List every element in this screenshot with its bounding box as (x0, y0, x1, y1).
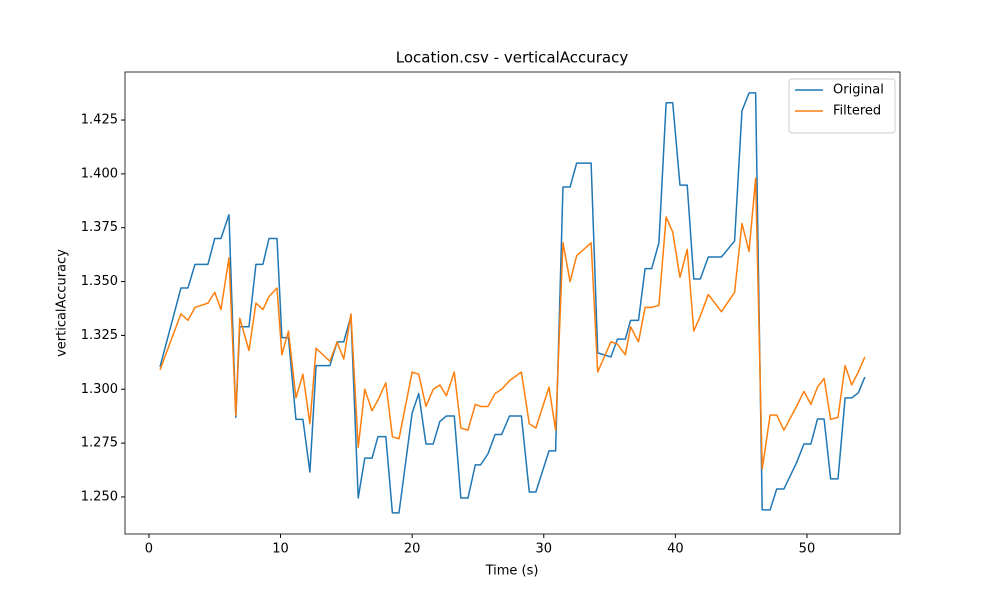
y-tick-label: 1.250 (81, 489, 118, 504)
data-line (159, 92, 866, 514)
x-tick-label: 50 (799, 542, 816, 557)
y-tick-label: 1.350 (81, 274, 118, 289)
data-line (159, 177, 866, 470)
plot-frame (124, 71, 901, 535)
legend-label: Filtered (833, 104, 881, 119)
x-tick-label: 0 (145, 542, 153, 557)
y-tick-label: 1.300 (81, 382, 118, 397)
x-tick-label: 20 (404, 542, 421, 557)
y-tick-label: 1.325 (81, 328, 118, 343)
y-tick-label: 1.425 (81, 113, 118, 128)
y-tick-label: 1.375 (81, 220, 118, 235)
x-tick-label: 30 (535, 542, 552, 557)
x-tick-label: 40 (667, 542, 684, 557)
y-tick-label: 1.400 (81, 166, 118, 181)
chart-title: Location.csv - verticalAccuracy (396, 49, 629, 67)
y-tick-label: 1.275 (81, 436, 118, 451)
x-axis-label: Time (s) (485, 564, 539, 579)
legend-box (788, 78, 896, 134)
legend-label: Original (833, 83, 884, 98)
x-tick-label: 10 (272, 542, 289, 557)
y-axis-label: verticalAccuracy (55, 249, 70, 357)
